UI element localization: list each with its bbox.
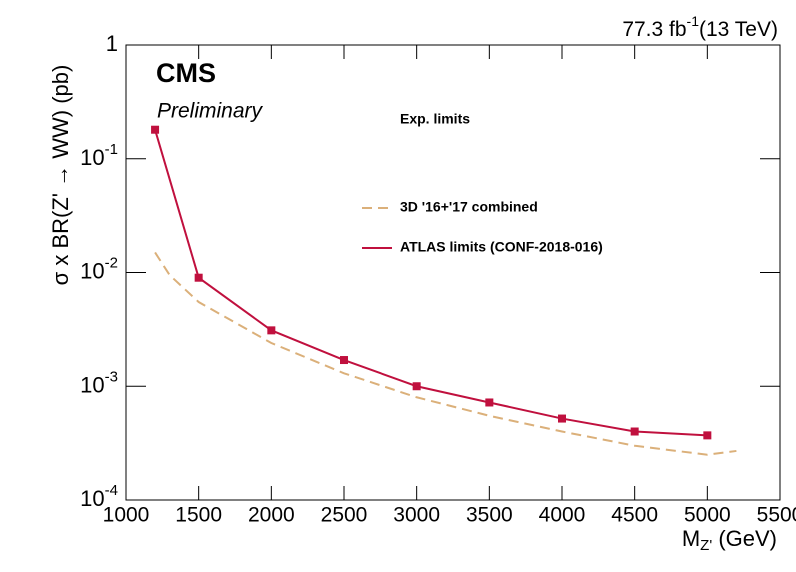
y-tick-exponent: -3 (105, 368, 118, 385)
y-tick-label: 10-2 (80, 254, 118, 283)
marker (703, 431, 712, 440)
lumi-text: 77.3 fb (622, 18, 686, 41)
legend-label: 3D '16+'17 combined (400, 199, 538, 215)
marker (412, 382, 421, 391)
y-tick-base: 10 (80, 145, 104, 170)
y-tick-exponent: -1 (105, 141, 118, 158)
y-tick-base: 10 (80, 258, 104, 283)
experiment: CMS (156, 58, 216, 88)
lumi-suffix: (13 TeV) (699, 18, 778, 41)
series-line (154, 129, 708, 437)
x-tick-label: 5000 (684, 504, 731, 527)
x-label-text: M (682, 526, 700, 551)
marker (151, 125, 160, 134)
x-label-suffix: (GeV) (712, 526, 777, 551)
y-axis-label: σ x BR(Z' → WW) (pb) (48, 65, 73, 286)
y-tick-label: 1 (106, 31, 118, 56)
x-tick-label: 4000 (539, 504, 586, 527)
y-tick-base: 10 (80, 486, 104, 511)
x-tick-label: 3000 (393, 504, 440, 527)
y-tick-label: 10-4 (80, 482, 118, 511)
y-tick-exponent: -4 (105, 482, 118, 499)
x-label-sub: Z' (700, 537, 712, 554)
y-tick-label: 10-3 (80, 368, 118, 397)
x-tick-label: 4500 (611, 504, 658, 527)
y-tick-base: 10 (80, 372, 104, 397)
x-tick-label: 1500 (175, 504, 222, 527)
legend-label: ATLAS limits (CONF-2018-016) (400, 239, 603, 255)
series-line (154, 251, 737, 456)
x-tick-label: 2000 (248, 504, 295, 527)
marker (630, 427, 639, 436)
x-tick-label: 2500 (321, 504, 368, 527)
x-tick-label: 3500 (466, 504, 513, 527)
y-tick-exponent: -2 (105, 254, 118, 271)
marker (558, 414, 566, 423)
y-tick-label: 10-1 (80, 141, 118, 170)
marker (485, 398, 494, 407)
x-axis-label: MZ' (GeV) (682, 526, 777, 554)
lumi-label: 77.3 fb-1(13 TeV) (622, 13, 778, 41)
legend-title: Exp. limits (400, 111, 470, 127)
marker (267, 326, 276, 335)
status: Preliminary (157, 100, 264, 123)
x-tick-label: 1000 (103, 504, 150, 527)
x-tick-label: 5500 (757, 504, 796, 527)
lumi-exponent: -1 (687, 13, 700, 29)
marker (340, 356, 348, 365)
marker (194, 273, 203, 282)
